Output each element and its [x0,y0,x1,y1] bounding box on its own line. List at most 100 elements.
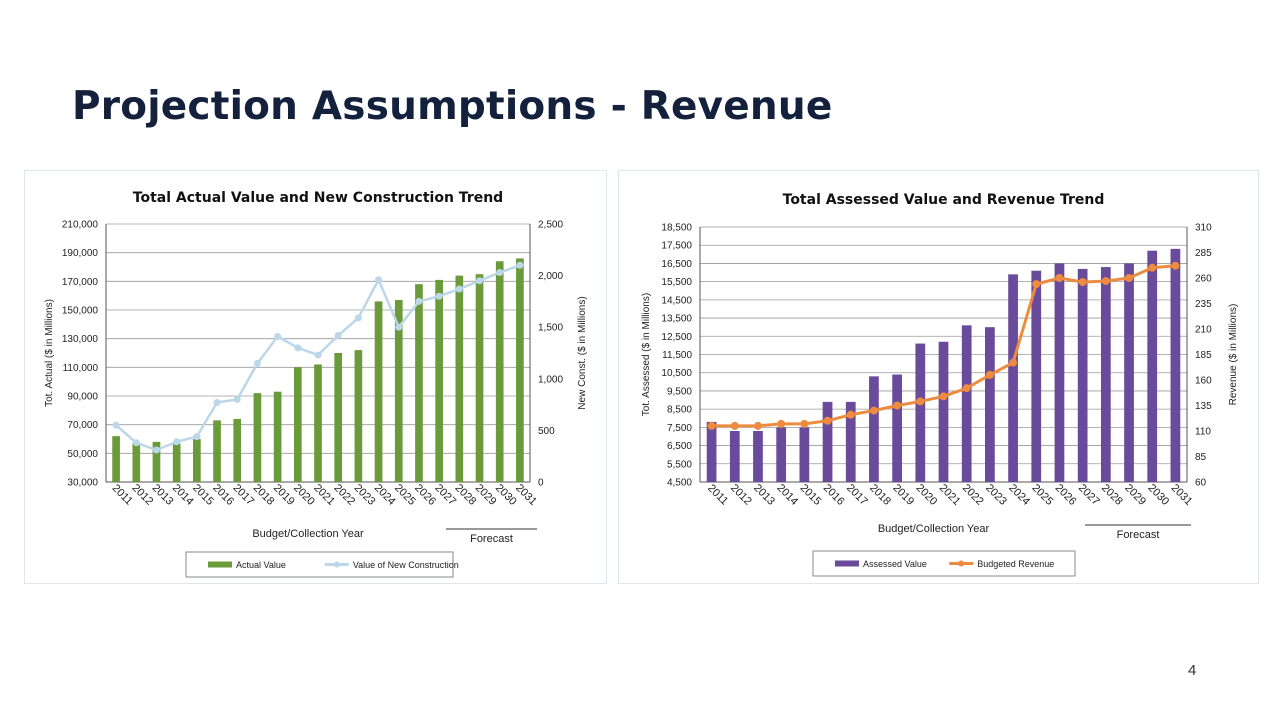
bar-actual-value-2022 [334,353,343,482]
point-value-of-new-construction-2022 [334,331,342,339]
bar-assessed-value-2030 [1147,250,1158,482]
x-tick-label: 2031 [513,482,539,508]
bar-assessed-value-2011 [706,421,717,482]
chart-panel-actual-value: Total Actual Value and New Construction … [24,170,607,584]
point-value-of-new-construction-2013 [152,446,160,454]
legend-label: Assessed Value [863,559,927,569]
x-tick-label: 2020 [914,482,940,508]
bar-assessed-value-2017 [845,401,856,482]
legend-swatch-bar [208,561,232,568]
y-tick-label: 10,500 [661,368,692,379]
bar-actual-value-2015 [193,439,201,482]
forecast-label: Forecast [470,533,513,545]
page-title: Projection Assumptions - Revenue [72,84,833,129]
x-tick-label: 2029 [1122,482,1148,508]
x-tick-label: 2031 [1169,482,1195,508]
x-tick-label: 2027 [432,482,458,508]
chart-title: Total Assessed Value and Revenue Trend [783,192,1105,208]
forecast-label: Forecast [1117,529,1160,541]
bar-assessed-value-2022 [961,325,972,482]
point-value-of-new-construction-2012 [132,439,140,447]
x-tick-label: 2011 [110,482,135,507]
x-tick-label: 2014 [170,482,196,508]
y2-tick-label: 135 [1195,401,1212,412]
y2-axis-title: New Const. ($ in Millions) [577,296,588,409]
legend-swatch-marker [958,560,965,567]
x-tick-label: 2022 [960,482,986,508]
legend-swatch-bar [835,560,859,567]
point-value-of-new-construction-2011 [112,421,120,429]
bar-actual-value-2017 [233,418,242,482]
y-tick-label: 50,000 [67,449,98,460]
point-budgeted-revenue-2025 [1032,280,1041,289]
y-tick-label: 110,000 [63,363,99,374]
bar-actual-value-2026 [415,284,423,482]
bar-assessed-value-2015 [799,427,810,482]
y-axis-title: Tot. Actual ($ in Millions) [44,299,55,407]
y-tick-label: 9,500 [667,386,692,397]
x-tick-label: 2016 [210,482,236,508]
legend-label: Actual Value [236,560,286,570]
y-tick-label: 8,500 [667,405,692,416]
bar-actual-value-2012 [132,443,141,482]
bar-actual-value-2028 [455,275,464,482]
bar-actual-value-2031 [516,258,524,482]
bar-assessed-value-2023 [985,327,995,482]
point-value-of-new-construction-2030 [496,269,504,277]
x-tick-label: 2021 [311,482,337,508]
point-value-of-new-construction-2018 [253,359,261,367]
x-tick-label: 2022 [331,482,357,508]
point-budgeted-revenue-2027 [1078,278,1087,287]
point-budgeted-revenue-2022 [962,384,971,393]
point-budgeted-revenue-2011 [707,421,716,430]
y-tick-label: 70,000 [67,420,98,431]
x-tick-label: 2025 [392,482,418,508]
y2-tick-label: 1,000 [538,374,563,385]
point-value-of-new-construction-2016 [213,399,221,407]
chart-assessed-value-revenue: Total Assessed Value and Revenue Trend 4,… [641,192,1239,577]
bar-actual-value-2020 [293,367,302,482]
bar-assessed-value-2016 [822,401,833,482]
point-value-of-new-construction-2019 [274,332,282,340]
point-value-of-new-construction-2015 [193,433,201,441]
point-budgeted-revenue-2029 [1125,274,1134,282]
y2-axis-title: Revenue ($ in Millions) [1228,304,1239,406]
x-tick-label: 2020 [291,482,317,508]
bar-actual-value-2013 [152,441,161,482]
point-value-of-new-construction-2023 [354,314,362,322]
y-tick-label: 15,500 [661,277,692,288]
bar-actual-value-2023 [354,350,363,482]
y-tick-label: 6,500 [667,441,692,452]
point-budgeted-revenue-2018 [869,406,878,415]
bar-assessed-value-2031 [1170,248,1181,482]
x-axis-title: Budget/Collection Year [878,523,990,535]
x-tick-label: 2011 [705,482,730,507]
bar-assessed-value-2013 [753,431,763,482]
y2-tick-label: 60 [1195,478,1207,489]
y-tick-label: 16,500 [661,259,692,270]
page-number: 4 [1188,662,1197,679]
y-tick-label: 18,500 [661,223,692,234]
y-tick-label: 14,500 [661,295,692,306]
point-value-of-new-construction-2021 [314,351,322,359]
y-tick-label: 190,000 [62,248,99,259]
point-value-of-new-construction-2029 [476,277,484,285]
bar-assessed-value-2020 [915,343,926,482]
x-tick-label: 2018 [867,482,893,508]
y-tick-label: 4,500 [667,478,692,489]
point-value-of-new-construction-2031 [516,261,524,269]
x-tick-label: 2017 [230,482,256,508]
x-tick-label: 2012 [728,482,754,508]
y-tick-label: 7,500 [667,423,692,434]
bar-actual-value-2019 [273,391,282,482]
point-value-of-new-construction-2017 [233,395,241,403]
x-tick-label: 2030 [1145,482,1171,508]
bar-assessed-value-2024 [1008,274,1018,482]
point-budgeted-revenue-2024 [1009,358,1018,367]
bar-assessed-value-2021 [938,341,949,482]
x-tick-label: 2026 [1053,482,1079,508]
point-value-of-new-construction-2026 [415,297,423,305]
legend-label: Budgeted Revenue [977,559,1054,569]
point-budgeted-revenue-2019 [893,401,902,410]
x-tick-label: 2016 [821,482,847,508]
